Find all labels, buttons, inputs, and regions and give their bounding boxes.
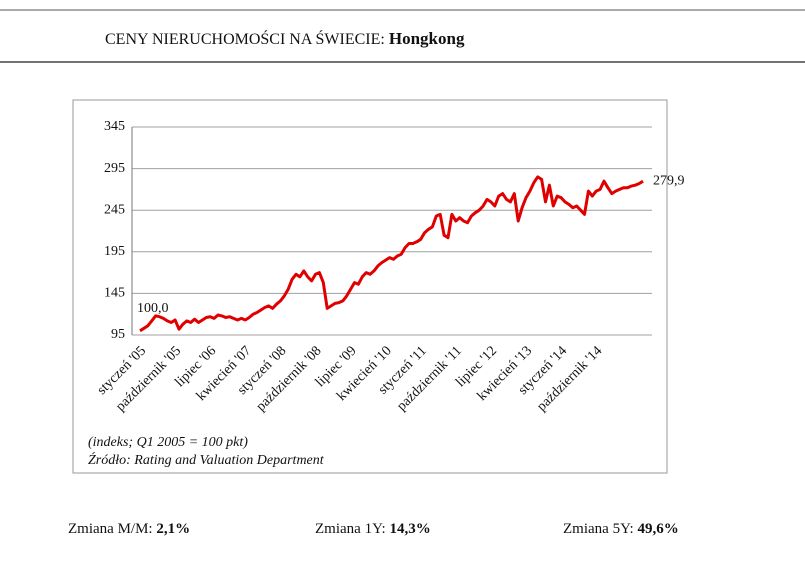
chart-frame	[72, 99, 668, 474]
data-line	[139, 175, 644, 333]
chart-note: (indeks; Q1 2005 = 100 pkt)	[88, 435, 248, 450]
stat-value: 2,1%	[156, 521, 190, 537]
stat: Zmiana 1Y: 14,3%	[315, 521, 431, 537]
title-text: CENY NIERUCHOMOŚCI NA ŚWIECIE:	[105, 29, 385, 48]
stat-value: 49,6%	[637, 521, 678, 537]
stat-value: 14,3%	[389, 521, 430, 537]
y-tick-label: 145	[104, 286, 125, 301]
data-label: 279,9	[653, 173, 685, 188]
title-highlight: Hongkong	[389, 29, 465, 48]
data-label: 100,0	[137, 301, 169, 316]
header-title: CENY NIERUCHOMOŚCI NA ŚWIECIE: Hongkong	[105, 29, 465, 48]
y-tick-label: 195	[104, 244, 125, 259]
y-tick-label: 245	[104, 202, 125, 217]
y-tick-label: 295	[104, 161, 125, 176]
stat: Zmiana M/M: 2,1%	[68, 521, 190, 537]
y-tick-label: 345	[104, 119, 125, 134]
stat-label: Zmiana M/M:	[68, 521, 153, 537]
y-tick-label: 95	[111, 327, 125, 342]
chart-source: Źródło: Rating and Valuation Department	[88, 451, 325, 468]
stat-label: Zmiana 1Y:	[315, 521, 386, 537]
stat: Zmiana 5Y: 49,6%	[563, 521, 679, 537]
stat-label: Zmiana 5Y:	[563, 521, 634, 537]
